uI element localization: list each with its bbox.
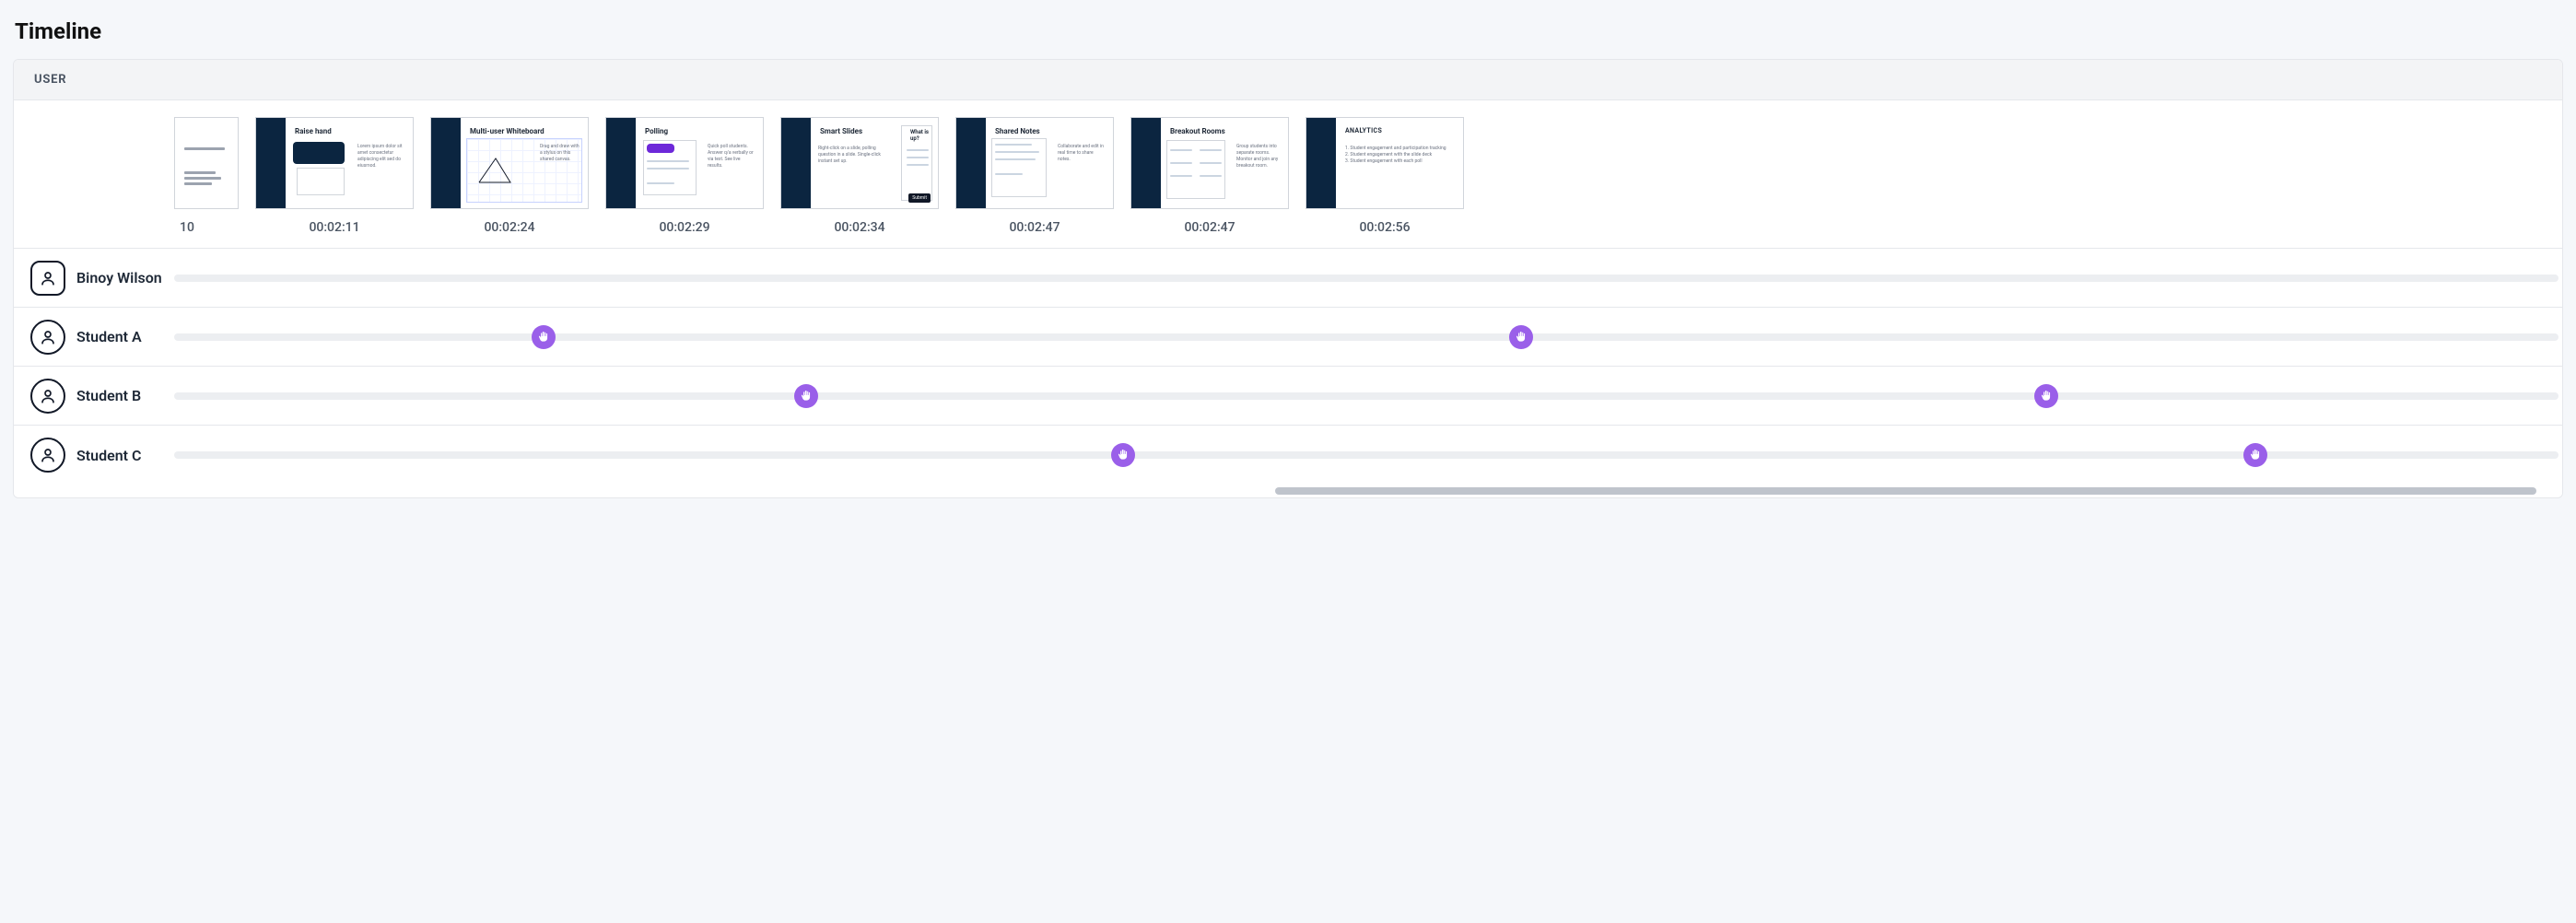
user-row: Binoy Wilson (14, 249, 2562, 308)
slide-thumbnail[interactable]: Smart Slides Right-click on a slide, pol… (780, 117, 939, 235)
slide-title: Multi-user Whiteboard (470, 127, 544, 135)
slide-timecode: 00:02:47 (1184, 220, 1235, 235)
thumbnails-gutter (14, 117, 174, 235)
slide-preview: Multi-user Whiteboard Drag and draw with… (430, 117, 589, 209)
slide-thumbnail[interactable]: ANALYTICS 1. Student engagement and part… (1306, 117, 1464, 235)
thumbnails-strip[interactable]: 10 Raise hand Lorem ipsum dolor sit amet… (174, 117, 2562, 235)
timeline-track[interactable] (174, 333, 2558, 341)
slide-preview: Breakout Rooms Group students into separ… (1130, 117, 1289, 209)
user-cell: Student A (14, 320, 174, 355)
user-avatar-icon (30, 261, 65, 296)
user-avatar-icon (30, 379, 65, 414)
slide-timecode: 00:02:24 (484, 220, 534, 235)
slide-preview: Polling Quick poll students. Answer q/a … (605, 117, 764, 209)
raise-hand-marker[interactable] (794, 384, 818, 408)
slide-preview (174, 117, 239, 209)
slide-title: Shared Notes (995, 127, 1040, 135)
horizontal-scrollbar[interactable] (14, 485, 2562, 497)
slide-preview: ANALYTICS 1. Student engagement and part… (1306, 117, 1464, 209)
user-row: Student C (14, 426, 2562, 485)
user-avatar-icon (30, 438, 65, 473)
column-header-user: USER (14, 60, 2562, 100)
user-name: Student A (76, 328, 142, 345)
user-name: Student C (76, 447, 141, 464)
thumbnails-section: 10 Raise hand Lorem ipsum dolor sit amet… (14, 100, 2562, 249)
timeline-track[interactable] (174, 451, 2558, 459)
horizontal-scrollbar-thumb[interactable] (1275, 487, 2536, 495)
slide-thumbnail[interactable]: 10 (174, 117, 239, 235)
slide-preview: Shared Notes Collaborate and edit in rea… (955, 117, 1114, 209)
timeline-track[interactable] (174, 275, 2558, 282)
slide-timecode: 00:02:47 (1009, 220, 1060, 235)
slide-preview: Smart Slides Right-click on a slide, pol… (780, 117, 939, 209)
slide-thumbnail[interactable]: Multi-user Whiteboard Drag and draw with… (430, 117, 589, 235)
slide-title: Smart Slides (820, 127, 862, 135)
slide-thumbnail[interactable]: Polling Quick poll students. Answer q/a … (605, 117, 764, 235)
timeline-track[interactable] (174, 392, 2558, 400)
page-title: Timeline (15, 18, 2563, 44)
slide-timecode: 00:02:29 (659, 220, 709, 235)
timeline-card: USER 10 Raise hand (13, 59, 2563, 498)
slide-title: ANALYTICS (1345, 127, 1382, 134)
user-avatar-icon (30, 320, 65, 355)
slide-title: Raise hand (295, 127, 332, 135)
user-row: Student A (14, 308, 2562, 367)
slide-thumbnail[interactable]: Breakout Rooms Group students into separ… (1130, 117, 1289, 235)
raise-hand-marker[interactable] (532, 325, 556, 349)
user-row: Student B (14, 367, 2562, 426)
slide-timecode: 00:02:56 (1359, 220, 1410, 235)
user-name: Binoy Wilson (76, 269, 162, 286)
raise-hand-marker[interactable] (1111, 443, 1135, 467)
user-cell: Student B (14, 379, 174, 414)
raise-hand-marker[interactable] (2034, 384, 2058, 408)
user-rows: Binoy Wilson Student A Student B (14, 249, 2562, 485)
slide-title: Breakout Rooms (1170, 127, 1225, 135)
user-cell: Student C (14, 438, 174, 473)
raise-hand-marker[interactable] (2243, 443, 2267, 467)
slide-title: Polling (645, 127, 668, 135)
user-cell: Binoy Wilson (14, 261, 174, 296)
slide-preview: Raise hand Lorem ipsum dolor sit amet co… (255, 117, 414, 209)
slide-thumbnail[interactable]: Raise hand Lorem ipsum dolor sit amet co… (255, 117, 414, 235)
slide-timecode: 10 (180, 220, 194, 235)
user-name: Student B (76, 387, 141, 404)
raise-hand-marker[interactable] (1509, 325, 1533, 349)
slide-timecode: 00:02:11 (309, 220, 359, 235)
slide-timecode: 00:02:34 (834, 220, 884, 235)
slide-thumbnail[interactable]: Shared Notes Collaborate and edit in rea… (955, 117, 1114, 235)
